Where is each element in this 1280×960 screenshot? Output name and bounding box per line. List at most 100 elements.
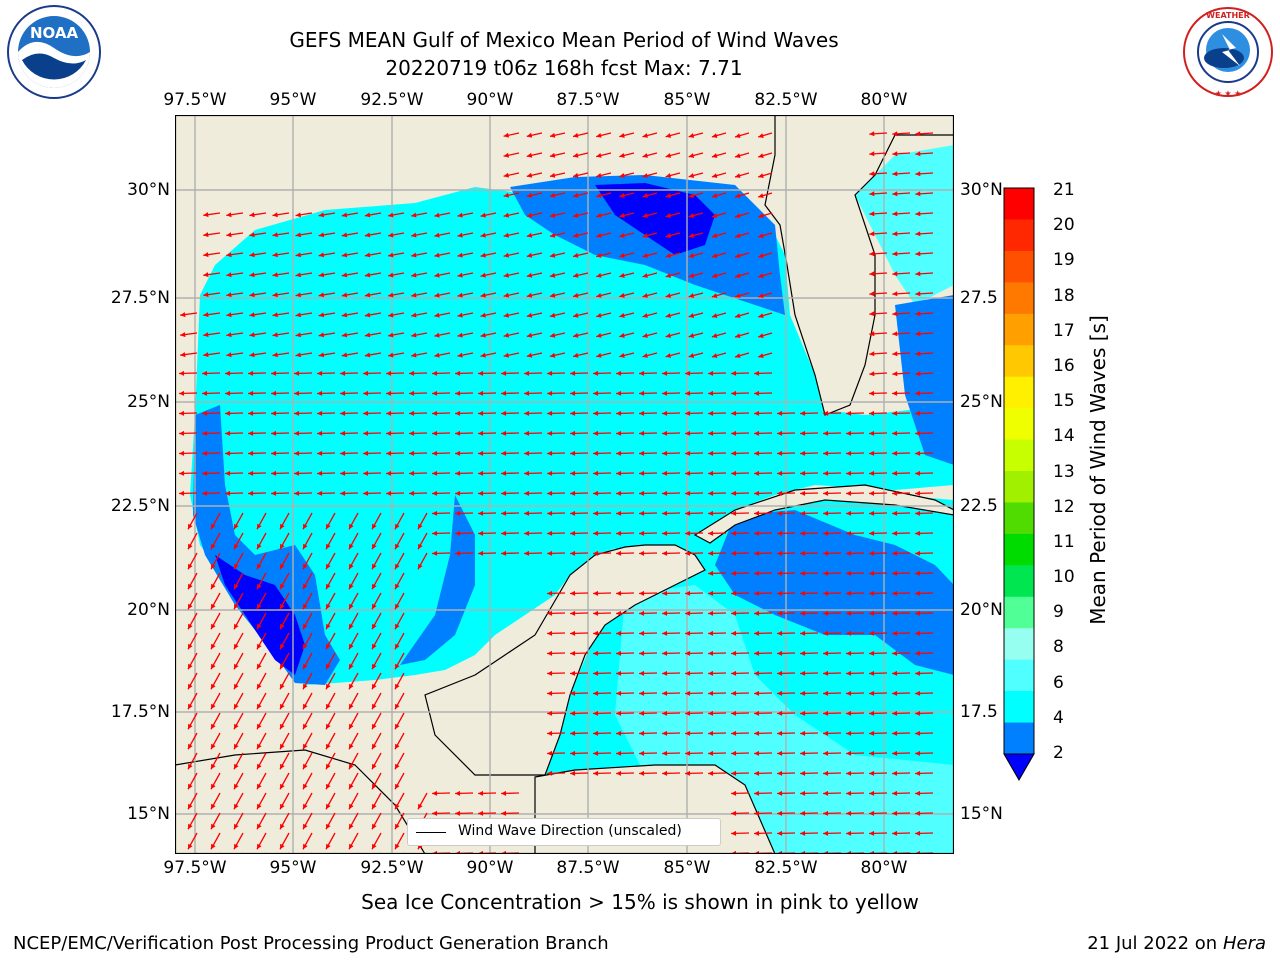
wind-arrow-head xyxy=(188,823,193,830)
wind-arrow-head xyxy=(823,430,829,436)
wind-arrow-head xyxy=(639,690,645,696)
wind-arrow-head xyxy=(619,213,625,218)
wind-arrow-head xyxy=(823,410,829,416)
wind-arrow-head xyxy=(501,470,507,476)
wind-arrow-head xyxy=(662,670,668,676)
colorbar-tick: 12 xyxy=(1053,496,1075,517)
wind-arrow-head xyxy=(619,133,625,138)
wind-arrow-head xyxy=(754,450,760,456)
wind-arrow-head xyxy=(616,530,622,536)
wind-arrow-head xyxy=(800,430,806,436)
wind-arrow-head xyxy=(271,390,277,396)
lat-tick-left: 30°N xyxy=(127,180,170,200)
wind-arrow-head xyxy=(685,410,691,416)
wind-arrow-head xyxy=(326,523,331,530)
wind-arrow-head xyxy=(800,610,806,616)
wind-arrow-head xyxy=(526,292,533,298)
wind-arrow-head xyxy=(892,410,898,416)
wind-arrow-head xyxy=(478,790,484,796)
wind-arrow-head xyxy=(915,790,921,796)
wind-arrow-head xyxy=(364,312,371,318)
wind-arrow-head xyxy=(685,510,691,516)
wind-arrow-head xyxy=(234,663,239,670)
wind-arrow-head xyxy=(234,723,239,730)
wind-arrow-head xyxy=(372,603,377,610)
wind-arrow-head xyxy=(388,212,394,218)
wind-arrow-head xyxy=(318,292,325,298)
wind-arrow-head xyxy=(249,292,255,298)
wind-arrow-head xyxy=(892,810,898,816)
wind-arrow-head xyxy=(892,490,898,496)
wind-arrow-head xyxy=(395,623,400,630)
wind-arrow-head xyxy=(915,670,921,676)
wind-arrow-head xyxy=(203,232,209,238)
wind-arrow-head xyxy=(226,312,232,318)
wind-arrow-head xyxy=(823,650,829,656)
wind-arrow-head xyxy=(593,470,599,476)
wind-arrow-head xyxy=(593,450,599,456)
wind-arrow-head xyxy=(257,763,262,770)
wind-arrow-head xyxy=(480,252,486,258)
wind-arrow-head xyxy=(225,490,231,496)
wind-arrow-head xyxy=(303,823,308,830)
colorbar-swatch xyxy=(1004,376,1034,409)
wind-arrow-head xyxy=(280,603,285,610)
wind-arrow-head xyxy=(777,650,783,656)
wind-arrow-head xyxy=(593,530,599,536)
wind-arrow-head xyxy=(179,370,185,376)
wind-arrow-head xyxy=(295,272,301,278)
wind-arrow-head xyxy=(639,470,645,476)
wind-arrow-head xyxy=(915,351,921,357)
wind-arrow-head xyxy=(455,470,461,476)
wind-arrow-head xyxy=(280,843,285,850)
wind-arrow-head xyxy=(777,410,783,416)
wind-arrow-head xyxy=(731,550,737,556)
wind-arrow-head xyxy=(570,650,576,656)
wind-arrow-head xyxy=(593,430,599,436)
wind-arrow-head xyxy=(188,663,193,670)
wind-arrow-head xyxy=(411,232,417,238)
wind-arrow-head xyxy=(892,570,898,576)
wind-arrow-head xyxy=(685,530,691,536)
wind-arrow-head xyxy=(662,730,668,736)
wind-arrow-head xyxy=(593,650,599,656)
wind-arrow-head xyxy=(503,272,510,278)
lon-tick-bottom: 85°W xyxy=(663,858,711,878)
wind-arrow-head xyxy=(869,251,875,257)
colorbar-tick: 4 xyxy=(1053,707,1064,728)
wind-arrow-head xyxy=(372,643,377,650)
wind-arrow-head xyxy=(248,450,254,456)
wind-arrow-head xyxy=(915,530,921,536)
wind-arrow-head xyxy=(280,643,285,650)
wind-arrow-head xyxy=(501,530,507,536)
wind-arrow-head xyxy=(892,191,898,197)
wind-arrow-head xyxy=(800,530,806,536)
wind-arrow-head xyxy=(549,292,556,298)
wind-arrow-head xyxy=(372,663,377,670)
wind-arrow-head xyxy=(503,172,510,178)
wind-arrow-head xyxy=(501,510,507,516)
wind-arrow-head xyxy=(616,670,622,676)
wind-arrow-head xyxy=(395,703,400,710)
wind-arrow-head xyxy=(248,370,254,376)
wind-arrow-head xyxy=(349,823,354,830)
wind-arrow-head xyxy=(524,450,530,456)
wind-arrow-head xyxy=(800,690,806,696)
wind-arrow-head xyxy=(731,450,737,456)
wind-arrow-head xyxy=(869,151,875,157)
footer-host: Hera xyxy=(1222,933,1266,954)
wind-arrow-head xyxy=(271,370,277,376)
wind-arrow-head xyxy=(211,543,216,550)
wind-arrow-head xyxy=(524,550,530,556)
wind-arrow-head xyxy=(280,763,285,770)
blue-band-west xyxy=(193,405,340,685)
wind-arrow-head xyxy=(688,313,695,318)
colorbar-tick: 9 xyxy=(1053,602,1064,623)
wind-arrow-head xyxy=(754,530,760,536)
wind-arrow-head xyxy=(758,273,764,278)
colorbar-swatch xyxy=(1004,188,1034,220)
wind-arrow-head xyxy=(202,390,208,396)
wind-arrow-head xyxy=(593,590,599,596)
wind-arrow-head xyxy=(478,810,484,816)
wind-arrow-head xyxy=(570,410,576,416)
